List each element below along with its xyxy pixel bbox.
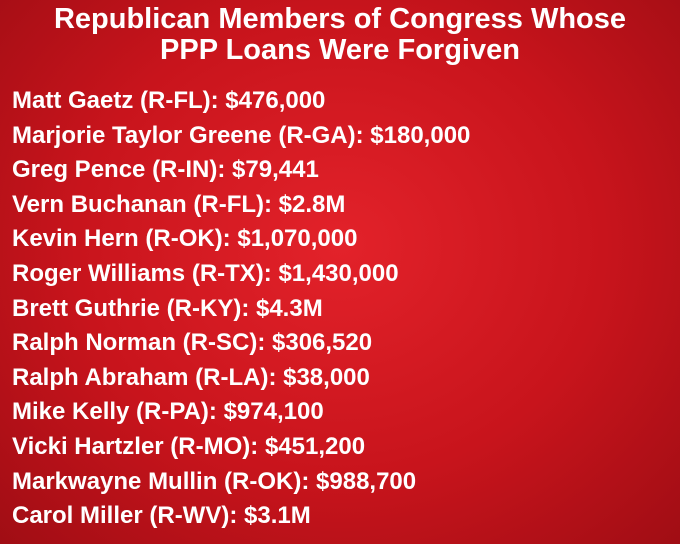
list-item: Mike Kelly (R-PA): $974,100 [12, 398, 324, 426]
list-item: Carol Miller (R-WV): $3.1M [12, 502, 311, 530]
list: Matt Gaetz (R-FL): $476,000 Marjorie Tayl… [12, 84, 470, 534]
title-line: PPP Loans Were Forgiven [160, 34, 520, 66]
list-item: Roger Williams (R-TX): $1,430,000 [12, 259, 399, 287]
list-item: Ralph Abraham (R-LA): $38,000 [12, 363, 370, 391]
list-item: Marjorie Taylor Greene (R-GA): $180,000 [12, 121, 471, 149]
title: Republican Members of Congress Whose PPP … [0, 4, 680, 66]
list-item: Ralph Norman (R-SC): $306,520 [12, 329, 373, 357]
list-item: Markwayne Mullin (R-OK): $988,700 [12, 467, 417, 495]
list-item: Brett Guthrie (R-KY): $4.3M [12, 294, 323, 322]
list-item: Kevin Hern (R-OK): $1,070,000 [12, 225, 358, 253]
list-item: Vern Buchanan (R-FL): $2.8M [12, 190, 346, 218]
list-item: Vicki Hartzler (R-MO): $451,200 [12, 432, 366, 460]
title-line: Republican Members of Congress Whose [53, 3, 627, 35]
list-item: Greg Pence (R-IN): $79,441 [12, 156, 319, 184]
list-item: Matt Gaetz (R-FL): $476,000 [12, 87, 326, 114]
